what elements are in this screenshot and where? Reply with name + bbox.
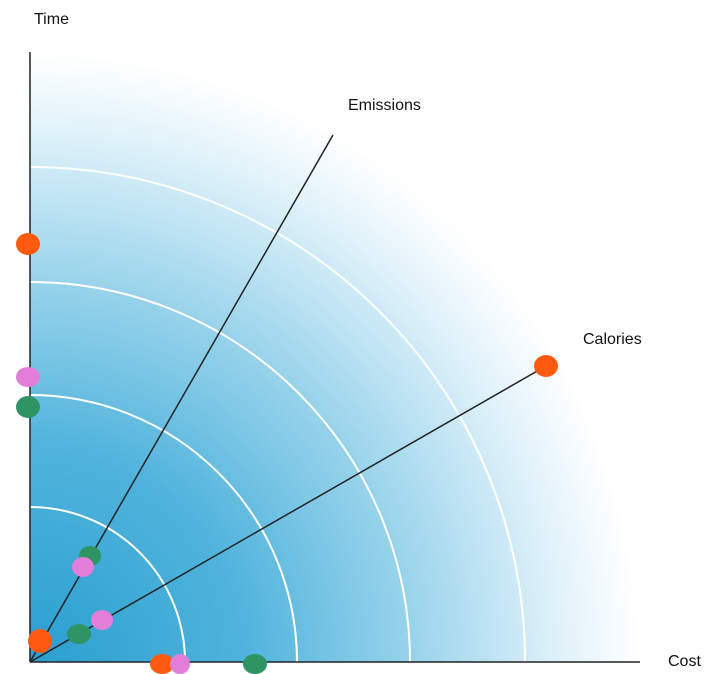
marker-calories-pink (91, 610, 113, 630)
marker-time-green (16, 396, 40, 418)
calories-axis-line (29, 365, 547, 663)
marker-time-orange (16, 233, 40, 255)
marker-calories-orange-outer (534, 355, 558, 377)
marker-calories-orange-origin (28, 629, 52, 653)
cost-axis-label: Cost (668, 653, 701, 670)
marker-calories-green (67, 624, 91, 644)
marker-time-pink (16, 367, 40, 387)
ring (29, 506, 186, 663)
concentric-rings (29, 166, 526, 663)
marker-emissions-pink (72, 557, 94, 577)
emissions-axis-label: Emissions (348, 97, 421, 114)
marker-cost-green (243, 654, 267, 674)
gradient-quarter-disc (30, 52, 640, 662)
time-axis-label: Time (34, 11, 69, 28)
marker-cost-pink (170, 654, 190, 674)
marker-cost-orange (150, 654, 174, 674)
calories-axis-label: Calories (583, 331, 642, 348)
ring (29, 281, 411, 663)
ring (29, 394, 298, 663)
markers (16, 233, 558, 674)
ring (29, 166, 526, 663)
